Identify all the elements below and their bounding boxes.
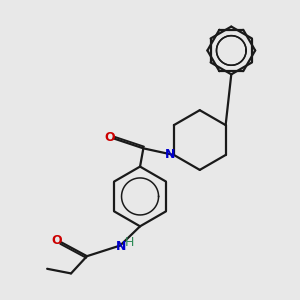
Text: N: N	[116, 240, 126, 253]
Text: O: O	[104, 131, 115, 144]
Text: O: O	[52, 234, 62, 248]
Text: H: H	[125, 236, 134, 249]
Text: N: N	[164, 148, 175, 161]
